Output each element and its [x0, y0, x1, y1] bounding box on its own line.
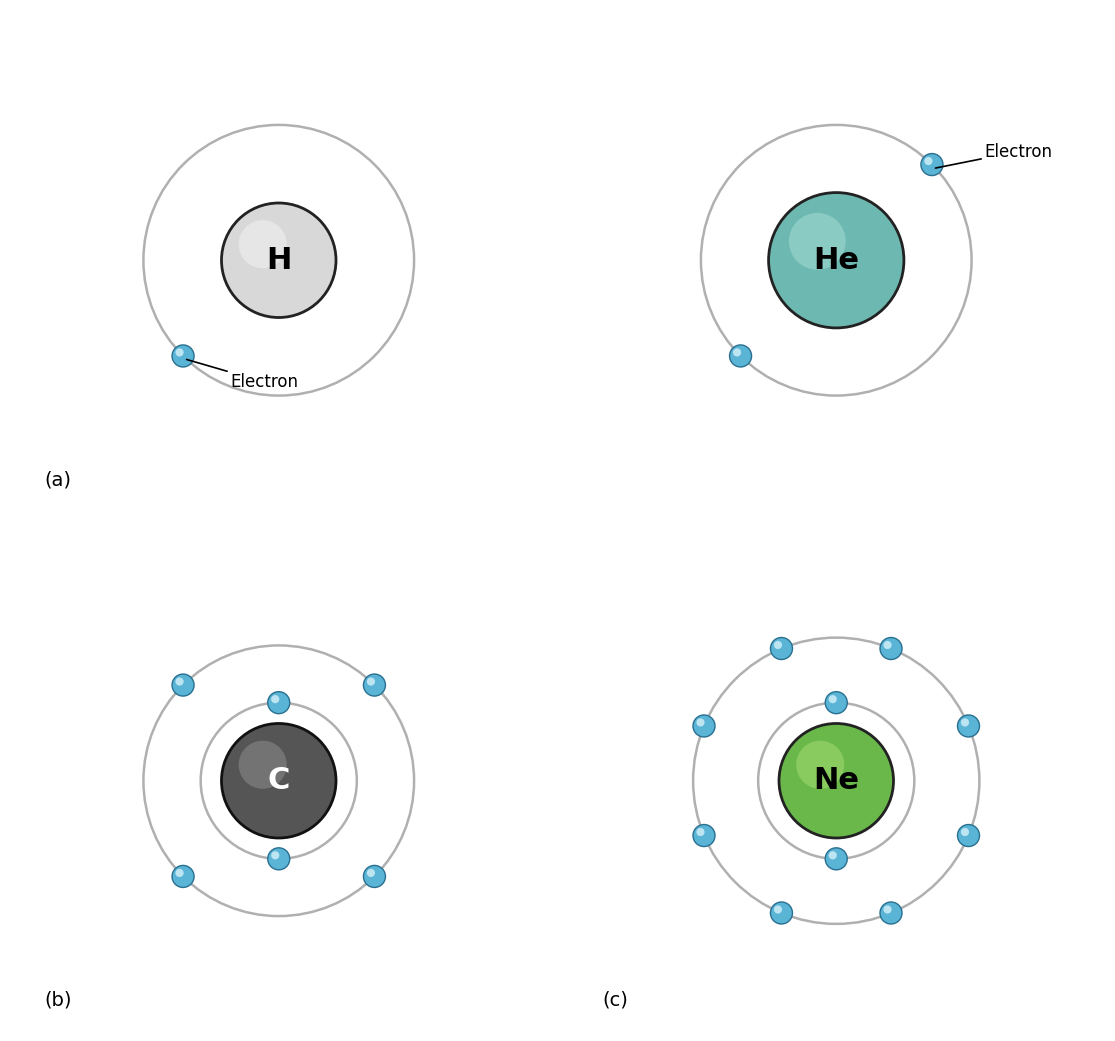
Circle shape — [769, 637, 793, 660]
Text: He: He — [813, 246, 860, 275]
Circle shape — [924, 157, 932, 166]
Circle shape — [729, 345, 753, 367]
Circle shape — [880, 637, 903, 660]
Circle shape — [789, 213, 845, 270]
Text: H: H — [266, 246, 291, 275]
Circle shape — [826, 692, 846, 713]
Circle shape — [958, 826, 979, 846]
Circle shape — [367, 869, 375, 877]
Circle shape — [175, 349, 184, 356]
Circle shape — [271, 695, 280, 704]
Circle shape — [365, 675, 385, 695]
Circle shape — [362, 865, 386, 888]
Circle shape — [961, 718, 969, 727]
Text: C: C — [268, 766, 290, 795]
Circle shape — [774, 906, 782, 914]
Circle shape — [222, 203, 336, 318]
Circle shape — [772, 903, 792, 923]
Circle shape — [796, 741, 844, 789]
Text: (a): (a) — [45, 471, 71, 489]
Circle shape — [920, 153, 943, 176]
Circle shape — [172, 345, 195, 367]
Circle shape — [172, 674, 195, 696]
Circle shape — [367, 678, 375, 686]
Circle shape — [958, 715, 979, 736]
Circle shape — [175, 678, 184, 686]
Circle shape — [269, 692, 289, 713]
Circle shape — [692, 823, 716, 847]
Circle shape — [694, 826, 715, 846]
Circle shape — [266, 847, 291, 870]
Circle shape — [828, 695, 837, 704]
Circle shape — [772, 638, 792, 659]
Circle shape — [173, 675, 193, 695]
Text: Electron: Electron — [186, 359, 298, 391]
Circle shape — [730, 346, 750, 366]
Circle shape — [957, 823, 980, 847]
Circle shape — [694, 715, 715, 736]
Circle shape — [697, 828, 705, 836]
Circle shape — [824, 847, 849, 870]
Circle shape — [222, 723, 336, 838]
Circle shape — [733, 349, 741, 356]
Circle shape — [175, 869, 184, 877]
Circle shape — [768, 193, 904, 328]
Text: (c): (c) — [602, 991, 628, 1010]
Circle shape — [880, 902, 903, 924]
Circle shape — [774, 641, 782, 650]
Circle shape — [826, 848, 846, 869]
Circle shape — [173, 346, 193, 366]
Text: Ne: Ne — [813, 766, 860, 795]
Circle shape — [883, 641, 892, 650]
Circle shape — [271, 852, 280, 860]
Circle shape — [779, 723, 893, 838]
Circle shape — [172, 865, 195, 888]
Circle shape — [881, 903, 901, 923]
Circle shape — [961, 828, 969, 836]
Circle shape — [769, 902, 793, 924]
Circle shape — [922, 154, 942, 175]
Circle shape — [266, 691, 291, 714]
Circle shape — [239, 741, 287, 789]
Circle shape — [173, 866, 193, 887]
Circle shape — [362, 674, 386, 696]
Circle shape — [239, 220, 287, 269]
Circle shape — [269, 848, 289, 869]
Circle shape — [883, 906, 892, 914]
Circle shape — [692, 714, 716, 738]
Circle shape — [828, 852, 837, 860]
Circle shape — [957, 714, 980, 738]
Text: (b): (b) — [45, 991, 72, 1010]
Circle shape — [881, 638, 901, 659]
Circle shape — [365, 866, 385, 887]
Circle shape — [697, 718, 705, 727]
Text: Electron: Electron — [935, 143, 1051, 168]
Circle shape — [824, 691, 849, 714]
